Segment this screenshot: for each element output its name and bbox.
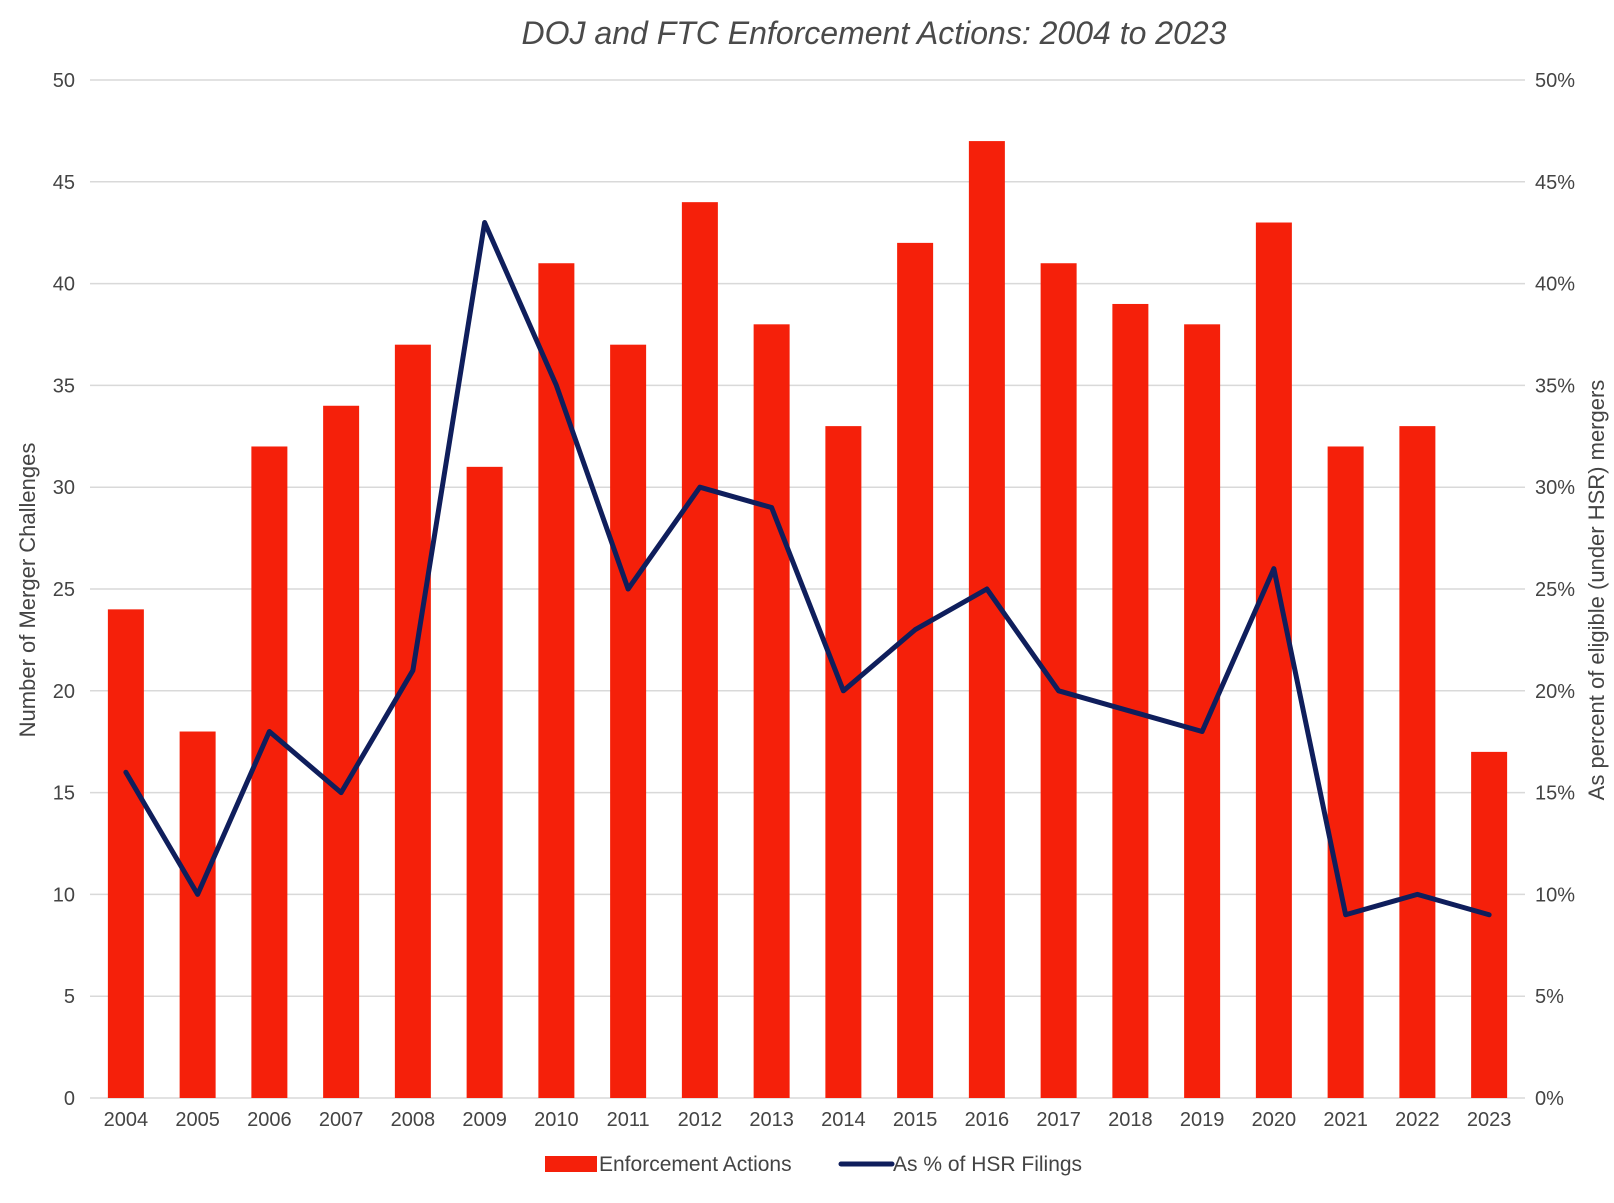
x-tick-label: 2013 (749, 1109, 794, 1131)
y-tick-label: 15 (53, 783, 75, 805)
bar (1112, 303, 1149, 1099)
x-tick-label: 2019 (1180, 1109, 1225, 1131)
line-point (913, 627, 918, 632)
legend: Enforcement Actions As % of HSR Filings (545, 1153, 1082, 1176)
x-tick-label: 2010 (534, 1109, 579, 1131)
line-point (339, 790, 344, 795)
line-point (123, 770, 128, 775)
legend-label-hsr-percent: As % of HSR Filings (893, 1153, 1082, 1176)
bar (179, 731, 216, 1098)
x-axis-ticks: 2004 2005 2006 2007 2008 2009 2010 2011 2012 2013… (104, 1109, 1512, 1131)
y-tick-label: 40 (53, 274, 75, 296)
y-right-tick-label: 5% (1535, 986, 1564, 1008)
line-point (1200, 729, 1205, 734)
line-point (554, 383, 559, 388)
x-tick-label: 2017 (1036, 1109, 1081, 1131)
line-point (267, 729, 272, 734)
bar (968, 141, 1005, 1098)
bar (1040, 263, 1077, 1098)
y-tick-label: 20 (53, 681, 75, 703)
bar (825, 426, 862, 1098)
line-point (1271, 566, 1276, 571)
x-tick-label: 2016 (965, 1109, 1010, 1131)
x-tick-label: 2006 (247, 1109, 292, 1131)
x-tick-label: 2009 (462, 1109, 507, 1131)
x-tick-label: 2008 (391, 1109, 436, 1131)
line-point (1343, 912, 1348, 917)
bar (1471, 751, 1508, 1098)
bar (897, 242, 934, 1098)
bar (107, 609, 144, 1098)
y-tick-label: 30 (53, 477, 75, 499)
bar (1399, 426, 1436, 1098)
line-point (195, 892, 200, 897)
y-right-tick-label: 35% (1535, 375, 1575, 397)
y-tick-label: 5 (64, 986, 75, 1008)
bar (538, 263, 575, 1098)
y-right-tick-label: 20% (1535, 681, 1575, 703)
chart-title: DOJ and FTC Enforcement Actions: 2004 to… (522, 15, 1227, 51)
bar (753, 324, 790, 1098)
legend-label-enforcement-actions: Enforcement Actions (599, 1153, 792, 1176)
bar (681, 202, 718, 1098)
x-tick-label: 2022 (1395, 1109, 1440, 1131)
line-point (984, 587, 989, 591)
bar (251, 446, 288, 1099)
x-tick-label: 2018 (1108, 1109, 1153, 1131)
bar (466, 466, 503, 1099)
bar-series-enforcement-actions (107, 141, 1508, 1099)
y-tick-label: 0 (64, 1088, 75, 1110)
y-tick-label: 25 (53, 579, 75, 601)
right-axis-label: As percent of eligible (under HSR) merge… (1584, 380, 1609, 801)
line-point (482, 220, 487, 225)
x-tick-label: 2020 (1252, 1109, 1297, 1131)
bar (610, 344, 647, 1098)
left-axis-ticks: 0 5 10 15 20 25 30 35 40 45 50 (53, 70, 75, 1110)
y-tick-label: 45 (53, 172, 75, 194)
bar (323, 405, 360, 1098)
x-tick-label: 2011 (607, 1109, 650, 1131)
x-tick-label: 2005 (175, 1109, 220, 1131)
bar (394, 344, 431, 1098)
line-series-hsr-percent (123, 220, 1492, 918)
right-axis-ticks: 0% 5% 10% 15% 20% 25% 30% 35% 40% 45% 50% (1535, 70, 1575, 1110)
x-tick-label: 2007 (319, 1109, 364, 1131)
y-right-tick-label: 40% (1535, 274, 1575, 296)
line-point (1056, 688, 1061, 693)
line-point (626, 587, 631, 591)
line-point (410, 668, 415, 673)
line-point (841, 688, 846, 693)
bar (1255, 222, 1292, 1098)
y-right-tick-label: 15% (1535, 783, 1575, 805)
left-axis-label: Number of Merger Challenges (15, 443, 40, 738)
x-tick-label: 2015 (893, 1109, 938, 1131)
y-right-tick-label: 30% (1535, 477, 1575, 499)
bar (1184, 324, 1221, 1098)
y-right-tick-label: 0% (1535, 1088, 1564, 1110)
x-tick-label: 2012 (678, 1109, 723, 1131)
x-tick-label: 2021 (1323, 1109, 1368, 1131)
line-point (697, 485, 702, 490)
y-tick-label: 50 (53, 70, 75, 92)
line-point (1487, 912, 1492, 917)
y-tick-label: 10 (53, 884, 75, 906)
series-line (123, 220, 1492, 918)
y-right-tick-label: 25% (1535, 579, 1575, 601)
y-right-tick-label: 45% (1535, 172, 1575, 194)
y-right-tick-label: 50% (1535, 70, 1575, 92)
line-point (1128, 709, 1133, 714)
x-tick-label: 2004 (104, 1109, 149, 1131)
line-point (1415, 892, 1420, 897)
x-tick-label: 2023 (1467, 1109, 1512, 1131)
gridlines (90, 79, 1525, 1099)
line-point (769, 505, 774, 510)
x-tick-label: 2014 (821, 1109, 866, 1131)
y-right-tick-label: 10% (1535, 884, 1575, 906)
bar (1327, 446, 1364, 1099)
y-tick-label: 35 (53, 375, 75, 397)
legend-swatch-enforcement-actions (545, 1156, 597, 1172)
